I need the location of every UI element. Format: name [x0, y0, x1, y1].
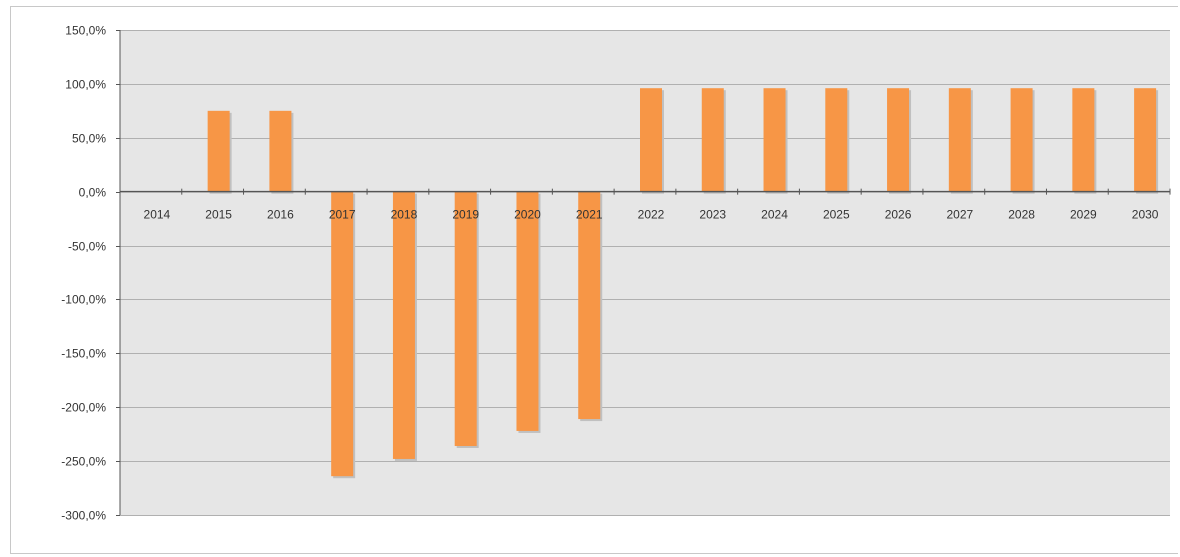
- x-tick-label-2026: 2026: [885, 208, 912, 222]
- bar-2023: [701, 88, 724, 192]
- x-tick-label-2017: 2017: [329, 208, 356, 222]
- x-tick-label-2029: 2029: [1070, 208, 1097, 222]
- bar-2018: [392, 191, 415, 459]
- bar-2015: [207, 110, 230, 192]
- bar-2026: [887, 88, 910, 192]
- x-tick-label-2016: 2016: [267, 208, 294, 222]
- x-axis: 2014 2015 2016 2017 2018 2019 2020 2021 2022 2023…: [120, 188, 1171, 222]
- bar-2027: [948, 88, 971, 192]
- y-tick-label: 50,0%: [72, 132, 106, 146]
- y-tick-label: -250,0%: [61, 455, 106, 469]
- bar-2025: [825, 88, 848, 192]
- x-tick-label-2023: 2023: [699, 208, 726, 222]
- x-tick-label-2020: 2020: [514, 208, 541, 222]
- bar-2017: [331, 191, 354, 477]
- y-tick-label: -150,0%: [61, 347, 106, 361]
- x-tick-label-2027: 2027: [946, 208, 973, 222]
- y-tick-label: 100,0%: [65, 78, 106, 92]
- x-tick-label-2024: 2024: [761, 208, 788, 222]
- bar-2022: [640, 88, 662, 192]
- bar-2020: [516, 191, 539, 431]
- bar-2016: [269, 110, 292, 192]
- x-tick-label-2028: 2028: [1008, 208, 1035, 222]
- y-tick-label: -300,0%: [61, 509, 106, 523]
- x-tick-label-2021: 2021: [576, 208, 603, 222]
- x-tick-label-2019: 2019: [452, 208, 479, 222]
- y-tick-label: 0,0%: [79, 186, 107, 200]
- bar-2028: [1010, 88, 1033, 192]
- bar-2021: [578, 191, 601, 420]
- x-tick-label-2022: 2022: [638, 208, 665, 222]
- x-tick-label-2018: 2018: [391, 208, 418, 222]
- y-tick-label: -50,0%: [68, 240, 106, 254]
- x-tick-label-2030: 2030: [1132, 208, 1159, 222]
- bar-2019: [454, 191, 477, 447]
- y-tick-label: -200,0%: [61, 401, 106, 415]
- gridlines: [120, 30, 1170, 516]
- y-tick-label: 150,0%: [65, 24, 106, 38]
- y-tick-label: -100,0%: [61, 293, 106, 307]
- x-tick-label-2025: 2025: [823, 208, 850, 222]
- bar-2029: [1072, 88, 1095, 192]
- x-tick-label-2014: 2014: [144, 208, 171, 222]
- bar-2030: [1134, 88, 1157, 192]
- bars: [207, 88, 1159, 479]
- y-axis: 150,0% 100,0% 50,0% 0,0% -50,0% -100,0% -150,0…: [61, 24, 121, 523]
- bar-2024: [763, 88, 786, 192]
- x-tick-label-2015: 2015: [205, 208, 232, 222]
